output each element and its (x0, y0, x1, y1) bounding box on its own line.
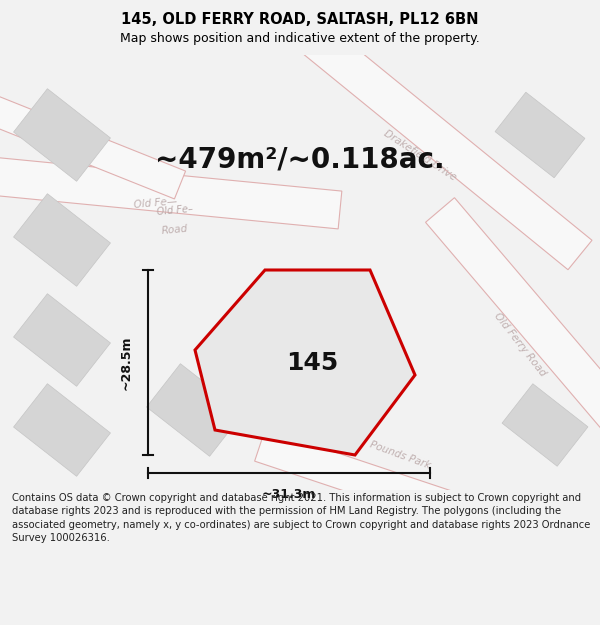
Polygon shape (14, 384, 110, 476)
Text: 145: 145 (286, 351, 338, 376)
Polygon shape (425, 198, 600, 458)
Polygon shape (0, 156, 342, 229)
Polygon shape (14, 89, 110, 181)
Polygon shape (0, 91, 185, 199)
Text: ~479m²/~0.118ac.: ~479m²/~0.118ac. (155, 146, 445, 174)
Text: Contains OS data © Crown copyright and database right 2021. This information is : Contains OS data © Crown copyright and d… (12, 493, 590, 542)
Polygon shape (146, 364, 244, 456)
Polygon shape (502, 384, 588, 466)
Text: ~31.3m: ~31.3m (262, 489, 316, 501)
Text: Old Fe–: Old Fe– (157, 204, 193, 216)
Polygon shape (14, 294, 110, 386)
Polygon shape (298, 20, 592, 270)
Text: Map shows position and indicative extent of the property.: Map shows position and indicative extent… (120, 32, 480, 45)
Text: ~28.5m: ~28.5m (119, 335, 133, 390)
Polygon shape (14, 194, 110, 286)
Polygon shape (495, 92, 585, 178)
Text: Road: Road (161, 224, 188, 236)
Polygon shape (254, 429, 535, 551)
Text: 145, OLD FERRY ROAD, SALTASH, PL12 6BN: 145, OLD FERRY ROAD, SALTASH, PL12 6BN (121, 12, 479, 27)
Text: Old Ferry Road: Old Ferry Road (492, 311, 548, 379)
Text: Pounds Park: Pounds Park (368, 439, 432, 471)
Text: Old Fe—: Old Fe— (133, 196, 177, 210)
Polygon shape (195, 270, 415, 455)
Text: Drakefield Drive: Drakefield Drive (382, 128, 458, 182)
